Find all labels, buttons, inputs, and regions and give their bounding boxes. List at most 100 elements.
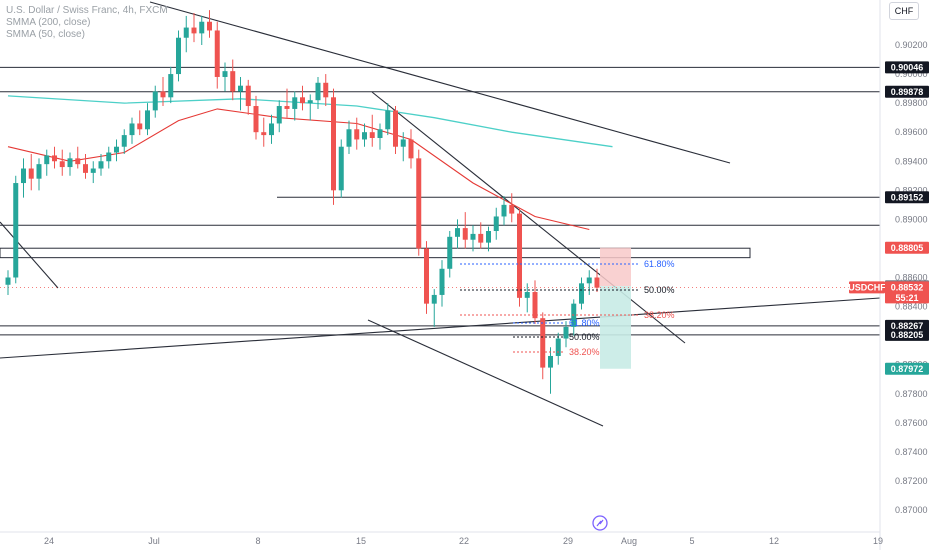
countdown-label: 55:21 bbox=[895, 293, 918, 303]
candle bbox=[292, 91, 298, 121]
candle-body bbox=[338, 146, 344, 191]
take-profit-zone bbox=[600, 286, 631, 369]
symbol-tag-label: USDCHF bbox=[848, 283, 886, 293]
candle bbox=[261, 117, 267, 147]
candle-body bbox=[586, 277, 592, 284]
y-tick-label: 0.88600 bbox=[895, 273, 928, 283]
candle-body bbox=[36, 164, 42, 179]
fib-level-label: 61.80% bbox=[569, 318, 600, 328]
candle bbox=[191, 13, 197, 43]
x-tick-label: 12 bbox=[769, 536, 779, 546]
candle-body bbox=[431, 294, 437, 304]
candle bbox=[455, 219, 460, 249]
candle-body bbox=[121, 135, 127, 147]
price-tag: 0.90046 bbox=[885, 61, 929, 74]
candle-body bbox=[207, 21, 212, 31]
candle-body bbox=[28, 168, 34, 179]
trendline bbox=[0, 297, 881, 359]
candle-body bbox=[75, 158, 81, 165]
symbol-title: U.S. Dollar / Swiss Franc, 4h, FXCM bbox=[6, 5, 168, 16]
candle bbox=[160, 76, 166, 107]
symbol-tag-bg bbox=[849, 281, 885, 294]
candle bbox=[284, 88, 290, 118]
candle-body bbox=[230, 71, 236, 92]
candle bbox=[517, 207, 522, 307]
candle bbox=[354, 117, 360, 150]
candle-body bbox=[594, 277, 600, 288]
candle bbox=[83, 153, 88, 179]
candle bbox=[478, 222, 484, 249]
currency-button[interactable]: CHF bbox=[889, 2, 919, 20]
candle bbox=[121, 129, 127, 154]
candle bbox=[338, 139, 344, 198]
candle bbox=[470, 225, 476, 252]
candle-body bbox=[145, 110, 150, 130]
price-tag-bg bbox=[885, 241, 929, 254]
candle-body bbox=[346, 129, 352, 147]
candle bbox=[44, 149, 50, 176]
candle bbox=[176, 30, 181, 82]
price-tag-bg bbox=[885, 61, 929, 74]
candle bbox=[540, 312, 546, 380]
candle-body bbox=[44, 155, 50, 165]
candle-body bbox=[493, 216, 499, 231]
x-tick-label: Jul bbox=[148, 536, 160, 546]
candle bbox=[501, 196, 507, 226]
candle bbox=[377, 123, 383, 150]
candle bbox=[114, 139, 119, 162]
price-tag-bg bbox=[885, 319, 929, 332]
candle bbox=[183, 15, 189, 53]
x-tick-label: 22 bbox=[459, 536, 469, 546]
logo-circle bbox=[592, 515, 608, 531]
candle-body bbox=[501, 204, 507, 217]
sma50-legend[interactable]: SMMA (50, close) bbox=[6, 29, 85, 40]
candle-body bbox=[307, 100, 313, 104]
candle bbox=[145, 103, 150, 136]
price-tag-label: 0.89878 bbox=[891, 87, 924, 97]
candle-body bbox=[548, 355, 553, 368]
candle bbox=[315, 76, 321, 109]
sma200-legend[interactable]: SMMA (200, close) bbox=[6, 17, 91, 28]
candle-body bbox=[245, 85, 251, 107]
candle bbox=[152, 85, 158, 118]
y-tick-label: 0.90200 bbox=[895, 40, 928, 50]
candle bbox=[52, 146, 57, 169]
candle-body bbox=[67, 158, 73, 168]
candle-body bbox=[354, 129, 360, 140]
candle bbox=[462, 212, 468, 249]
y-tick-label: 0.87800 bbox=[895, 389, 928, 399]
candle bbox=[532, 280, 538, 324]
candle-body bbox=[377, 129, 383, 138]
candle-body bbox=[5, 277, 11, 285]
candle-body bbox=[416, 158, 422, 249]
price-tag: 0.88205 bbox=[885, 328, 929, 341]
x-tick-label: 15 bbox=[356, 536, 366, 546]
y-tick-label: 0.88400 bbox=[895, 302, 928, 312]
candle-body bbox=[385, 110, 391, 130]
candle bbox=[214, 21, 220, 89]
candle-body bbox=[222, 71, 228, 77]
candle-body bbox=[106, 152, 112, 162]
candle-body bbox=[176, 37, 181, 75]
candle-body bbox=[292, 97, 298, 109]
candle bbox=[486, 226, 491, 252]
candle-body bbox=[393, 110, 398, 147]
candle bbox=[331, 88, 336, 205]
stop-loss-zone bbox=[600, 247, 631, 287]
candle-body bbox=[540, 318, 546, 368]
fib-level-label: 61.80% bbox=[644, 259, 675, 269]
price-tag-bg bbox=[885, 362, 929, 375]
price-tag-label: 0.89152 bbox=[891, 193, 924, 203]
candle bbox=[28, 153, 34, 191]
candle bbox=[493, 207, 499, 240]
candle-body bbox=[83, 164, 88, 173]
candle-body bbox=[579, 283, 584, 304]
candle bbox=[439, 260, 445, 307]
fib-layer: 61.80% 50.00% 38.20% 61.80% 50.00% 38.20% bbox=[460, 259, 675, 357]
candle bbox=[245, 79, 251, 115]
candle-body bbox=[59, 161, 65, 168]
y-tick-label: 0.89400 bbox=[895, 156, 928, 166]
candle bbox=[36, 158, 42, 191]
